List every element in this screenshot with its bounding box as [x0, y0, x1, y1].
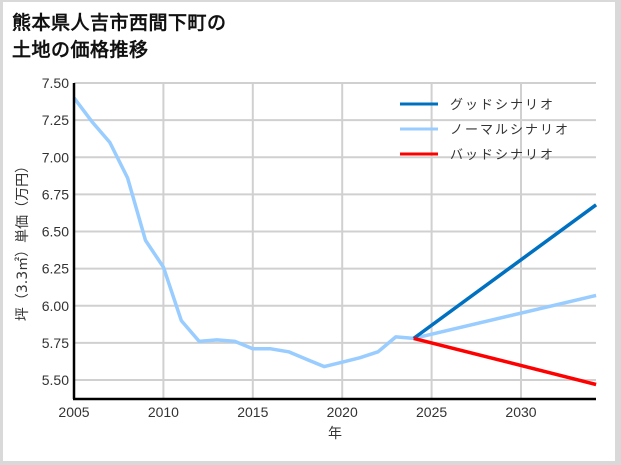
series-line: [412, 203, 598, 340]
title-line-2: 土地の価格推移: [12, 39, 149, 61]
x-tick-label: 2020: [327, 404, 358, 420]
svg-text:坪（3.3㎡）単価（万円）: 坪（3.3㎡）単価（万円）: [15, 159, 31, 321]
legend-label: バッドシナリオ: [450, 148, 555, 163]
x-tick-label: 2030: [505, 404, 536, 420]
data-lines: [72, 96, 598, 387]
title-line-1: 熊本県人吉市西間下町の: [12, 12, 227, 34]
y-tick-label: 6.25: [42, 261, 69, 277]
axes: [72, 83, 596, 401]
x-tick-label: 2015: [237, 404, 268, 420]
chart-title: 熊本県人吉市西間下町の 土地の価格推移: [12, 10, 227, 64]
y-tick-label: 7.25: [42, 112, 69, 128]
gridlines: [74, 82, 596, 399]
x-tick-label: 2010: [148, 404, 179, 420]
x-axis-label: 年: [328, 426, 342, 442]
y-tick-label: 6.50: [42, 224, 69, 240]
x-tick-label: 2025: [416, 404, 447, 420]
y-axis-ticks: 7.50 7.25 7.00 6.75 6.50 6.25 6.00 5.75 5.50: [42, 75, 69, 388]
legend-label: ノーマルシナリオ: [450, 123, 570, 138]
series-line: [413, 336, 597, 387]
y-tick-label: 5.50: [42, 372, 69, 388]
series-line: [72, 96, 597, 369]
legend-label: グッドシナリオ: [450, 98, 555, 113]
y-tick-label: 5.75: [42, 335, 69, 351]
y-tick-label: 6.75: [42, 186, 69, 202]
x-axis-ticks: 2005 2010 2015 2020 2025 2030: [58, 404, 536, 420]
y-tick-label: 7.50: [42, 75, 69, 91]
y-tick-label: 7.00: [42, 149, 69, 165]
y-axis-label: 坪（3.3㎡）単価（万円）: [15, 159, 31, 321]
y-tick-label: 6.00: [42, 298, 69, 314]
x-tick-label: 2005: [58, 404, 89, 420]
